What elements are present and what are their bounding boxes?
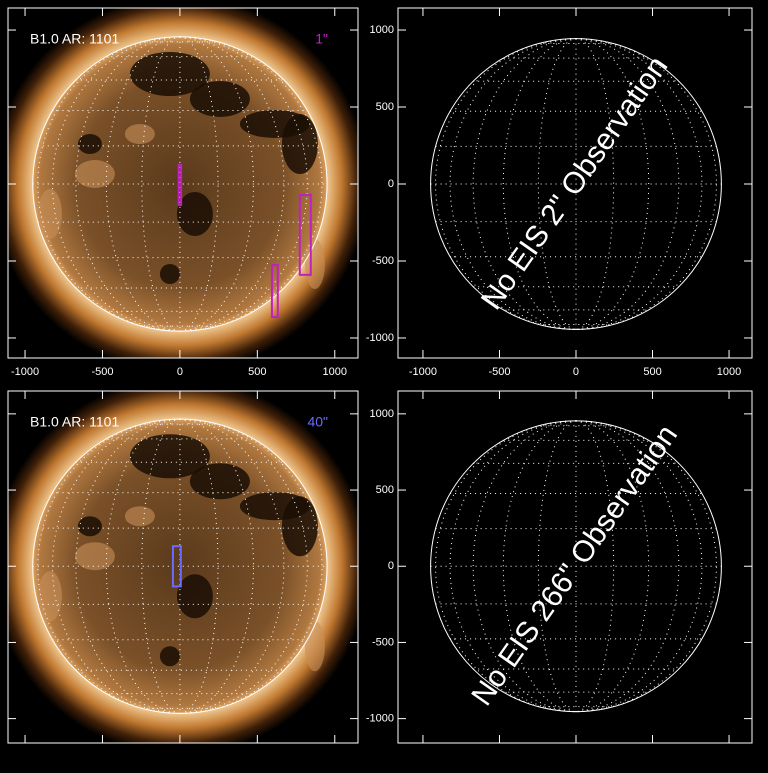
eis-slit-box [171, 545, 182, 588]
y-tick-label: 500 [376, 101, 394, 113]
y-tick-label: 500 [376, 484, 394, 496]
bright-region [304, 621, 325, 672]
axes-frame [397, 390, 753, 744]
y-tick-label: 1000 [370, 24, 394, 36]
meridian [179, 418, 219, 714]
coronal-hole [281, 496, 318, 557]
bright-region [37, 571, 62, 622]
x-tick-label: -500 [488, 366, 510, 378]
meridian [575, 38, 703, 330]
meridian [472, 420, 576, 713]
panel-label: B1.0 AR: 1101 [30, 31, 119, 47]
coronal-hole [77, 134, 102, 155]
x-tick-label: 500 [248, 366, 266, 378]
x-tick-label: 1000 [323, 366, 347, 378]
bright-region [124, 506, 155, 527]
plot-area [8, 8, 358, 358]
meridian [141, 418, 180, 714]
meridian [51, 418, 180, 714]
x-tick-label: 1000 [717, 366, 741, 378]
coronal-hole [129, 434, 210, 479]
panel: B1.0 AR: 1101 40" [7, 390, 359, 744]
coronal-hole [159, 646, 180, 667]
coronal-hole [176, 192, 213, 237]
y-tick-label: -500 [372, 255, 394, 267]
x-tick-label: -1000 [409, 366, 437, 378]
coronal-hole [189, 463, 250, 500]
meridian [51, 36, 180, 332]
y-tick-label: 0 [388, 178, 394, 190]
meridian [575, 420, 680, 713]
meridian [179, 36, 219, 332]
coronal-hole [281, 114, 318, 175]
axes-frame [7, 390, 359, 744]
meridian [179, 418, 285, 714]
axes-frame [397, 7, 753, 359]
meridian [75, 418, 180, 714]
meridian [503, 38, 576, 330]
plot-area [8, 391, 358, 743]
bright-region [74, 160, 115, 189]
eis-slit-box [177, 164, 183, 206]
plot-area [430, 420, 722, 713]
y-tick-label: -1000 [366, 713, 394, 725]
axes-frame [7, 7, 359, 359]
x-tick-label: 500 [643, 366, 661, 378]
plot-area [430, 38, 722, 330]
meridian [449, 420, 576, 713]
coronal-hole [159, 264, 180, 285]
meridian [575, 38, 649, 330]
x-tick-label: 0 [573, 366, 579, 378]
bright-region [74, 542, 115, 571]
meridian [575, 38, 679, 330]
eis-slit-box [298, 193, 312, 276]
x-tick-label: -500 [91, 366, 113, 378]
y-tick-label: -1000 [366, 332, 394, 344]
coronal-hole [129, 52, 210, 97]
coronal-hole [176, 574, 213, 619]
meridian [75, 36, 180, 332]
meridian [179, 418, 308, 714]
bright-region [304, 239, 325, 290]
panel-label: B1.0 AR: 1101 [30, 414, 119, 430]
bright-region [37, 189, 62, 240]
panel: -1000 -500 0 500 1000 B1.0 AR: 1101 1" [7, 7, 359, 378]
x-tick-label: 0 [177, 366, 183, 378]
eis-slit-box [270, 263, 279, 319]
y-tick-label: 1000 [370, 408, 394, 420]
meridian [141, 36, 180, 332]
coronal-hole [77, 516, 102, 537]
meridian [575, 420, 650, 713]
x-tick-label: -1000 [11, 366, 39, 378]
bright-region [124, 124, 155, 145]
meridian [179, 36, 308, 332]
y-tick-label: -500 [372, 636, 394, 648]
meridian [179, 36, 285, 332]
y-tick-label: 0 [388, 560, 394, 572]
meridian [472, 38, 576, 330]
meridian [502, 420, 576, 713]
slit-label: 40" [307, 414, 328, 430]
coronal-hole [189, 81, 250, 118]
meridian [575, 420, 703, 713]
meridian [449, 38, 576, 330]
slit-label: 1" [315, 31, 328, 47]
